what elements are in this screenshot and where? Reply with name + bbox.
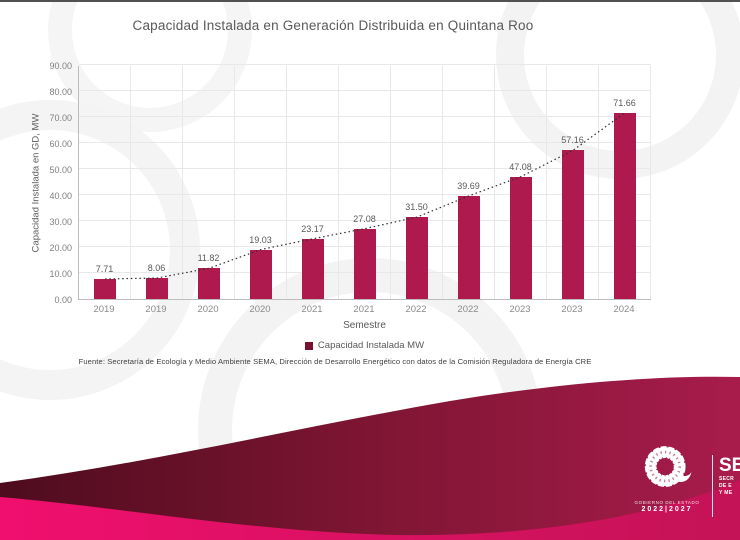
x-tick-label: 2021 xyxy=(353,304,375,315)
horizontal-gridline xyxy=(79,90,651,91)
y-tick-label: 70.00 xyxy=(49,113,72,123)
bar xyxy=(353,228,376,299)
y-tick-label: 50.00 xyxy=(49,165,72,175)
bar-column: 8.06 xyxy=(131,66,183,299)
gobierno-del-estado-text: GOBIERNO DEL ESTADO xyxy=(634,500,700,505)
bar-value-label: 11.82 xyxy=(197,253,220,264)
bar-value-label: 19.03 xyxy=(249,234,272,245)
bar-value-label: 47.08 xyxy=(509,161,532,172)
x-axis-tick-labels: 2019 2019 2020 2020 2021 2021 2022 2022 2023 2023… xyxy=(78,304,651,315)
x-tick-label: 2023 xyxy=(561,304,583,315)
source-citation: Fuente: Secretaría de Ecología y Medio A… xyxy=(78,357,592,366)
bar xyxy=(405,217,428,299)
horizontal-gridline xyxy=(79,116,651,117)
bar-column: 23.17 xyxy=(287,66,339,299)
bar-value-label: 27.08 xyxy=(353,213,376,224)
bar-column: 47.08 xyxy=(495,66,547,299)
x-tick-label: 2024 xyxy=(613,304,635,315)
secretaria-acronym: SE xyxy=(719,456,740,476)
bar-column: 39.69 xyxy=(443,66,495,299)
bar-column: 7.71 xyxy=(79,66,131,299)
legend: Capacidad Instalada MW xyxy=(78,340,651,351)
y-tick-label: 90.00 xyxy=(49,61,72,71)
trend-line xyxy=(104,112,626,280)
y-tick-label: 40.00 xyxy=(49,191,72,201)
bar-value-label: 8.06 xyxy=(147,263,166,274)
horizontal-gridline xyxy=(79,64,651,65)
bar-columns: 7.71 8.06 11.82 19.03 23.17 27.08 31.50 39.69 47… xyxy=(79,66,651,299)
bar xyxy=(509,176,532,299)
bar-value-label: 71.66 xyxy=(613,97,636,108)
bar-column: 27.08 xyxy=(339,66,391,299)
bar-column: 19.03 xyxy=(235,66,287,299)
bar-value-label: 57.16 xyxy=(561,135,584,146)
bar-value-label: 39.69 xyxy=(457,180,480,191)
top-border-line xyxy=(0,0,740,2)
x-tick-label: 2020 xyxy=(249,304,271,315)
bar xyxy=(457,195,480,299)
x-tick-label: 2019 xyxy=(145,304,167,315)
secretaria-wordmark: SE SECR DE E Y ME xyxy=(719,456,740,496)
y-tick-label: 80.00 xyxy=(49,87,72,97)
bar-column: 57.16 xyxy=(547,66,599,299)
bar-value-label: 31.50 xyxy=(405,202,428,213)
x-tick-label: 2021 xyxy=(301,304,323,315)
bar xyxy=(197,268,220,299)
bar xyxy=(145,278,168,299)
plot-area: 7.71 8.06 11.82 19.03 23.17 27.08 31.50 39.69 47… xyxy=(78,64,651,300)
y-tick-label: 30.00 xyxy=(49,217,72,227)
bar xyxy=(613,112,636,299)
y-axis-tick-labels: 0.00 10.00 20.00 30.00 40.00 50.00 60.00 70.00 8… xyxy=(30,61,72,305)
x-tick-label: 2022 xyxy=(405,304,427,315)
bar-column: 11.82 xyxy=(183,66,235,299)
bar-column: 31.50 xyxy=(391,66,443,299)
bar xyxy=(301,238,324,299)
y-tick-label: 0.00 xyxy=(54,295,72,305)
bar xyxy=(93,278,116,299)
y-tick-label: 20.00 xyxy=(49,243,72,253)
x-tick-label: 2023 xyxy=(509,304,531,315)
legend-marker-square xyxy=(304,341,313,350)
q-emblem-icon xyxy=(644,446,692,487)
x-axis-title: Semestre xyxy=(343,320,386,331)
bar-value-label: 7.71 xyxy=(95,263,114,274)
bar xyxy=(249,249,272,299)
legend-label: Capacidad Instalada MW xyxy=(317,340,425,351)
bar xyxy=(561,150,584,299)
horizontal-gridline xyxy=(79,142,651,143)
bar-value-label: 23.17 xyxy=(301,223,324,234)
logo-divider xyxy=(712,455,713,517)
horizontal-gridline xyxy=(79,220,651,221)
x-tick-label: 2019 xyxy=(93,304,115,315)
quintana-roo-logo: GOBIERNO DEL ESTADO 2022|2027 SE SECR DE… xyxy=(620,443,740,535)
chart-title: Capacidad Instalada en Generación Distri… xyxy=(132,18,534,33)
horizontal-gridline xyxy=(79,168,651,169)
x-tick-label: 2022 xyxy=(457,304,479,315)
administration-period: 2022|2027 xyxy=(641,506,693,513)
x-tick-label: 2020 xyxy=(197,304,219,315)
y-tick-label: 10.00 xyxy=(49,269,72,279)
y-tick-label: 60.00 xyxy=(49,139,72,149)
horizontal-gridline xyxy=(79,194,651,195)
bar-column: 71.66 xyxy=(599,66,651,299)
